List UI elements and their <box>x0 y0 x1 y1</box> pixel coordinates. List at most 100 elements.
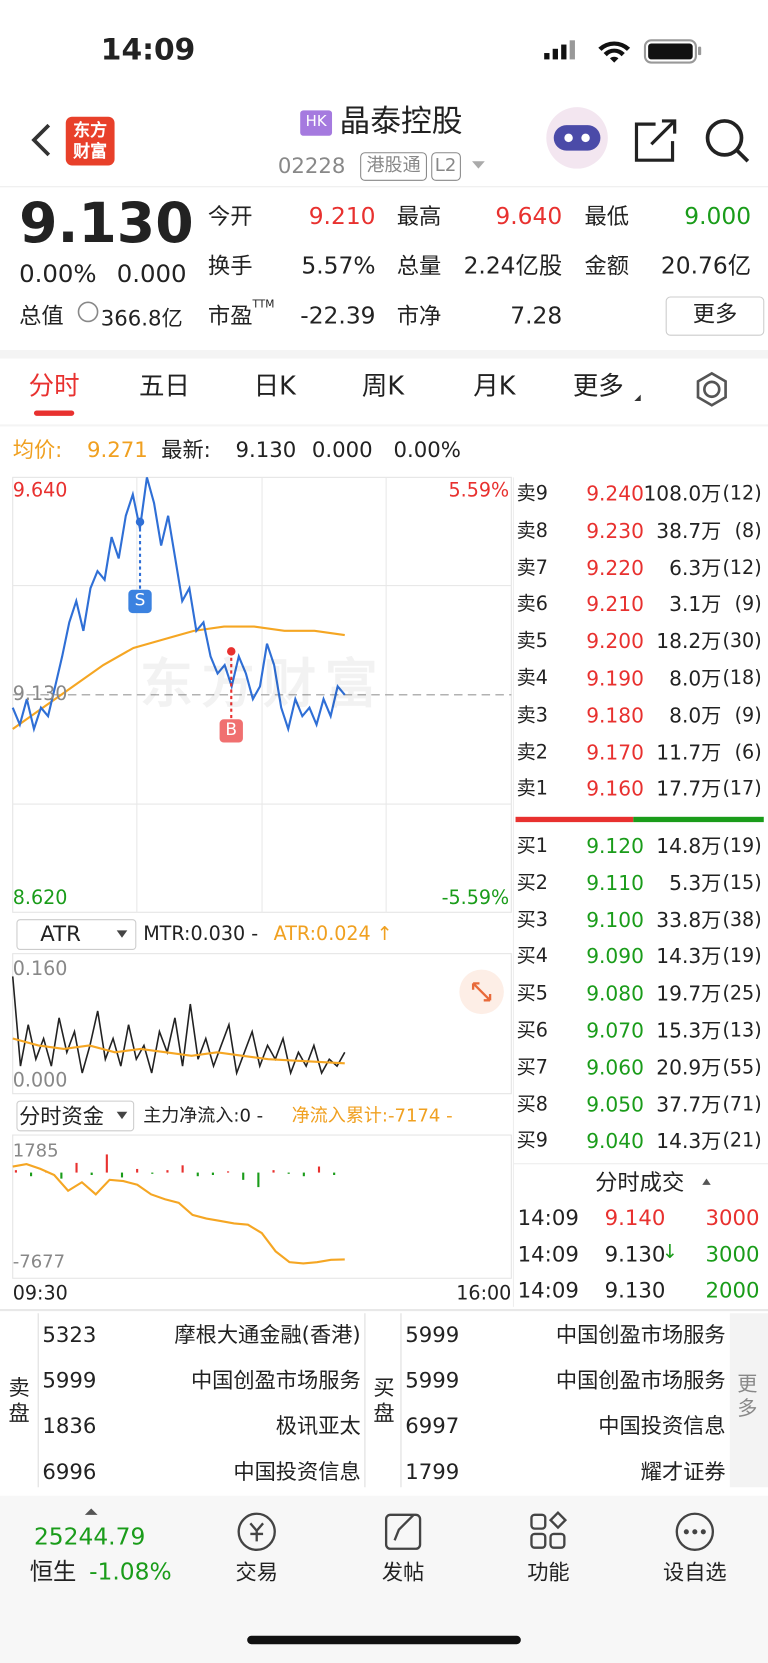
trade-time: 14:09 <box>517 1277 579 1303</box>
tab[interactable]: 分时 <box>28 371 80 401</box>
flow-bar <box>181 1165 184 1173</box>
book-count: (71) <box>722 1093 762 1116</box>
flow-bar <box>257 1172 260 1188</box>
stat-value: 9.000 <box>684 203 752 231</box>
back-button[interactable] <box>31 123 51 157</box>
logo-text: 财富 <box>73 141 108 162</box>
stock-name: 晶泰控股 <box>339 102 463 139</box>
fund-selector[interactable]: 分时资金 <box>19 1103 104 1129</box>
tab[interactable]: 五日 <box>138 371 190 401</box>
stat-label: 今开 <box>207 203 253 230</box>
settings-icon[interactable] <box>696 371 727 407</box>
broker-name: 中国创盈市场服务 <box>555 1367 726 1393</box>
book-price: 9.120 <box>586 834 644 859</box>
time-label: 09:30 <box>12 1282 68 1305</box>
book-volume: 3.1万 <box>669 593 722 617</box>
status-time: 14:09 <box>100 31 196 67</box>
flow-bar <box>90 1172 93 1176</box>
book-label: 买2 <box>516 871 548 895</box>
tag: 港股通 <box>366 154 421 177</box>
book-volume: 6.3万 <box>669 556 722 580</box>
more-brokers[interactable]: 更多 <box>737 1372 758 1421</box>
selector-box[interactable] <box>16 1100 135 1132</box>
avg-label: 均价: <box>12 437 63 463</box>
broker-name: 中国投资信息 <box>233 1458 361 1485</box>
bottom-item[interactable]: 设自选 <box>663 1559 727 1585</box>
tab[interactable]: 更多 <box>572 371 624 401</box>
book-price: 9.170 <box>586 741 644 765</box>
book-volume: 33.8万 <box>656 908 722 933</box>
selector-box[interactable] <box>16 919 137 950</box>
index-value[interactable]: 25244.79 <box>33 1524 146 1551</box>
book-label: 买9 <box>516 1130 548 1153</box>
expand-arrow[interactable] <box>84 1508 98 1515</box>
flow-bar <box>166 1170 169 1173</box>
book-count: (21) <box>722 1130 762 1153</box>
sort-arrow <box>702 1178 711 1185</box>
stat-label: 最高 <box>396 203 442 230</box>
bottom-item[interactable]: 功能 <box>527 1559 570 1585</box>
indicator-selector[interactable]: ATR <box>40 920 81 947</box>
book-volume: 20.9万 <box>656 1056 722 1080</box>
dropdown-arrow <box>116 930 128 938</box>
atr-value: ATR:0.024 ↑ <box>273 922 393 946</box>
flow-bar <box>75 1162 78 1173</box>
broker-name: 耀才证券 <box>640 1458 726 1485</box>
broker-name: 中国创盈市场服务 <box>190 1367 361 1393</box>
book-label: 买4 <box>516 945 548 968</box>
bottom-item[interactable]: 交易 <box>235 1559 278 1585</box>
avatar[interactable] <box>546 107 608 169</box>
book-label: 买3 <box>516 908 548 931</box>
flow-bar <box>302 1172 305 1177</box>
marker-dot <box>135 517 145 527</box>
stat-label: 市盈 <box>207 303 253 329</box>
trade-volume: 3000 <box>705 1205 760 1231</box>
broker-name: 极讯亚太 <box>275 1412 361 1439</box>
tab[interactable]: 月K <box>473 371 516 401</box>
bottom-icons[interactable] <box>237 1511 715 1551</box>
book-label: 买8 <box>516 1093 548 1116</box>
book-price: 9.160 <box>586 777 644 802</box>
book-count: (15) <box>722 871 762 895</box>
share-icon[interactable] <box>634 119 677 162</box>
more-column[interactable] <box>729 1313 768 1488</box>
bottom-item[interactable]: 发帖 <box>381 1559 425 1585</box>
logo <box>65 116 115 166</box>
book-count: (13) <box>722 1019 762 1042</box>
book-price: 9.040 <box>586 1130 644 1154</box>
trade-time: 14:09 <box>517 1241 579 1267</box>
book-count: (6) <box>734 741 762 764</box>
book-volume: 11.7万 <box>656 741 722 765</box>
flow-bar <box>227 1171 230 1173</box>
dropdown-arrow <box>116 1111 128 1120</box>
y-label: 5.59% <box>448 479 510 502</box>
more-button[interactable] <box>665 296 765 336</box>
badge-text: HK <box>305 113 327 131</box>
more-button[interactable]: 更多 <box>692 301 738 327</box>
stat-value: 7.28 <box>510 303 563 330</box>
search-icon[interactable] <box>705 119 750 163</box>
book-count: (18) <box>722 667 762 690</box>
side-label: 卖盘 <box>8 1374 30 1426</box>
status-icons <box>544 39 702 64</box>
index-name[interactable]: 恒生 <box>29 1559 77 1586</box>
expand-icon[interactable] <box>459 969 504 1015</box>
book-label: 卖8 <box>516 519 548 542</box>
trade-volume: 2000 <box>705 1277 760 1303</box>
book-count: (17) <box>722 777 762 801</box>
sell-marker-text: S <box>134 589 146 610</box>
book-price: 9.050 <box>586 1093 644 1117</box>
tab[interactable]: 周K <box>361 371 405 401</box>
latest-pct: 0.00% <box>393 437 461 463</box>
tab[interactable]: 日K <box>253 371 296 401</box>
book-volume: 14.3万 <box>656 945 722 969</box>
broker-code: 1799 <box>405 1458 460 1485</box>
book-volume: 8.0万 <box>669 667 722 691</box>
index-change[interactable]: -1.08% <box>89 1559 172 1586</box>
y-label: 9.130 <box>12 683 68 706</box>
dropdown-arrow[interactable] <box>472 161 485 169</box>
stat-value: 5.57% <box>301 253 376 281</box>
price: 9.130 <box>19 192 194 256</box>
flow-bar <box>242 1172 245 1180</box>
